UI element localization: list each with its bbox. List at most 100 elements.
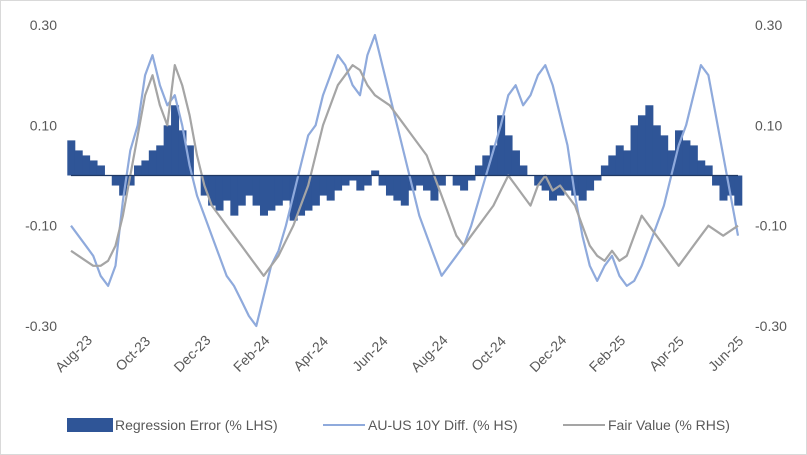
regression-error-bar xyxy=(423,175,432,191)
regression-error-bar xyxy=(697,160,706,176)
regression-error-bar xyxy=(133,165,143,176)
regression-error-bar xyxy=(415,175,424,186)
regression-error-bar xyxy=(141,160,150,176)
x-tick-label-6: Aug-24 xyxy=(408,332,451,375)
regression-error-bar xyxy=(623,150,632,176)
regression-error-bar xyxy=(259,175,268,216)
regression-error-bar xyxy=(119,175,128,196)
regression-error-bar xyxy=(67,140,76,176)
regression-error-bar xyxy=(704,165,713,176)
regression-error-bar xyxy=(712,175,721,186)
legend-swatch-regression-error xyxy=(67,418,113,432)
regression-error-bar xyxy=(497,115,506,176)
x-tick-label-1: Oct-23 xyxy=(112,333,153,374)
regression-error-bar xyxy=(237,175,246,206)
regression-error-bar xyxy=(615,145,624,176)
legend-label-au-us-diff: AU-US 10Y Diff. (% HS) xyxy=(368,417,518,433)
regression-error-bar xyxy=(563,175,572,191)
x-tick-label-10: Apr-25 xyxy=(646,333,687,374)
y-tick-right-0: 0.30 xyxy=(755,17,782,33)
regression-error-bar xyxy=(474,165,483,176)
regression-error-bar xyxy=(297,175,306,216)
regression-error-bar xyxy=(274,175,283,206)
regression-error-bar xyxy=(393,175,402,201)
regression-error-bar xyxy=(578,175,587,201)
regression-error-bar xyxy=(89,160,98,176)
regression-error-bar xyxy=(586,175,595,191)
regression-error-bar xyxy=(452,175,461,186)
regression-error-bar xyxy=(252,175,261,206)
x-tick-label-11: Jun-25 xyxy=(705,333,747,375)
x-tick-label-2: Dec-23 xyxy=(170,332,213,375)
regression-error-bar xyxy=(304,175,313,211)
regression-error-bar xyxy=(356,175,365,191)
regression-error-bar xyxy=(608,155,617,176)
regression-error-bar xyxy=(126,175,135,186)
regression-error-bar xyxy=(282,175,291,201)
y-tick-right-2: -0.10 xyxy=(755,218,787,234)
x-tick-label-8: Dec-24 xyxy=(526,332,569,375)
regression-error-bar xyxy=(682,140,691,176)
regression-error-bar xyxy=(652,125,661,176)
x-tick-label-5: Jun-24 xyxy=(349,333,391,375)
regression-error-bar xyxy=(489,145,498,176)
regression-error-bar xyxy=(348,175,357,181)
regression-error-bar xyxy=(156,145,165,176)
regression-error-bar xyxy=(311,175,320,206)
regression-error-bar xyxy=(171,105,180,176)
regression-error-bar xyxy=(519,165,528,176)
regression-error-bar xyxy=(400,175,409,206)
regression-error-bar xyxy=(504,135,513,176)
regression-error-bar xyxy=(74,150,83,176)
x-tick-label-4: Apr-24 xyxy=(290,333,331,374)
y-tick-right-3: -0.30 xyxy=(755,318,787,334)
regression-error-bar xyxy=(719,175,728,201)
y-tick-right-1: 0.10 xyxy=(755,117,782,133)
regression-error-bar xyxy=(222,175,231,201)
y-tick-left-0: 0.30 xyxy=(30,17,57,33)
regression-error-bar xyxy=(660,135,669,176)
regression-error-bar xyxy=(245,175,254,196)
regression-error-bar xyxy=(689,145,698,176)
regression-error-bar xyxy=(230,175,239,216)
y-tick-left-3: -0.30 xyxy=(25,318,57,334)
regression-error-bar xyxy=(541,175,550,191)
regression-error-bar xyxy=(185,145,194,176)
legend-label-fair-value: Fair Value (% RHS) xyxy=(608,417,730,433)
regression-error-bar xyxy=(319,175,328,196)
regression-error-bar xyxy=(215,175,224,211)
line-series-group xyxy=(70,33,740,328)
regression-error-bar xyxy=(675,130,684,176)
regression-error-bar xyxy=(482,155,491,176)
legend-label-regression-error: Regression Error (% LHS) xyxy=(115,417,278,433)
x-tick-label-0: Aug-23 xyxy=(52,332,95,375)
regression-error-bar xyxy=(549,175,558,201)
regression-error-bar xyxy=(430,175,439,201)
regression-error-bar xyxy=(630,125,639,176)
regression-error-bar xyxy=(645,105,654,176)
regression-error-bar xyxy=(148,150,157,176)
regression-error-bar xyxy=(96,165,105,176)
regression-error-bar xyxy=(326,175,335,201)
regression-error-bar xyxy=(334,175,343,191)
regression-error-bar xyxy=(82,155,91,176)
x-tick-label-9: Feb-25 xyxy=(586,332,629,375)
regression-error-bar xyxy=(341,175,350,186)
fair-value-line xyxy=(70,63,739,277)
x-axis: Aug-23 Oct-23 Dec-23 Feb-24 Apr-24 Jun-24 Aug-… xyxy=(52,332,747,375)
regression-error-bar xyxy=(467,175,476,181)
regression-error-bar xyxy=(363,175,372,186)
regression-error-bar xyxy=(511,150,520,176)
right-axis: 0.30 0.10 -0.10 -0.30 xyxy=(755,17,787,334)
regression-error-bar xyxy=(385,175,394,196)
regression-error-bar xyxy=(163,125,172,176)
regression-error-bar xyxy=(378,175,387,186)
left-axis: 0.30 0.10 -0.10 -0.30 xyxy=(25,17,57,334)
regression-error-bar xyxy=(267,175,276,211)
regression-error-bar xyxy=(600,165,609,176)
regression-error-bar xyxy=(726,175,735,196)
regression-error-bar xyxy=(593,175,602,181)
legend: Regression Error (% LHS) AU-US 10Y Diff.… xyxy=(67,417,730,433)
regression-error-bar xyxy=(571,175,580,196)
